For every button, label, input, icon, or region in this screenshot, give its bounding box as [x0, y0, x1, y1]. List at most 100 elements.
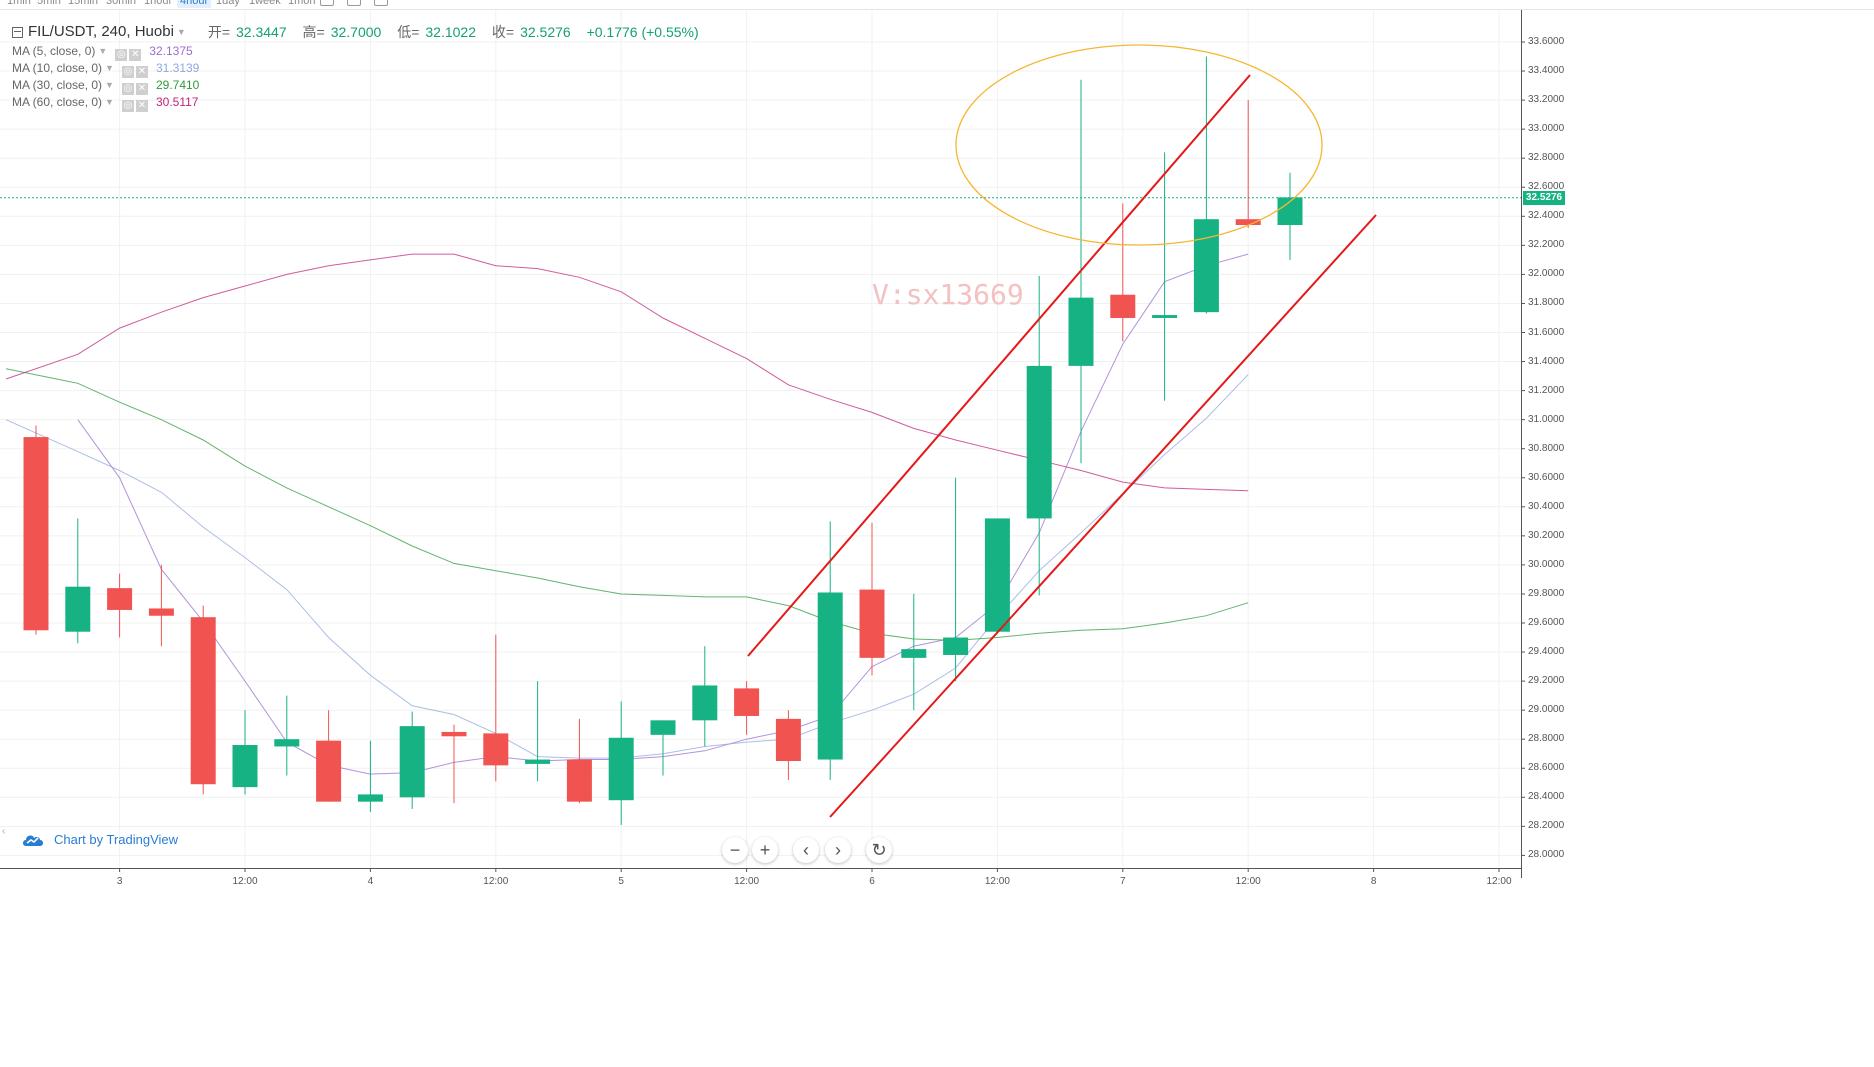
timeframe-1week[interactable]: 1week: [249, 0, 281, 7]
ma-buttons: ◎ ✕: [121, 58, 150, 78]
close-icon[interactable]: ✕: [135, 65, 148, 78]
candle-body: [650, 720, 676, 735]
y-tick-label: 29.6000: [1528, 617, 1565, 628]
timeframe-1hour[interactable]: 1hour: [144, 0, 173, 7]
x-tick-label: 12:00: [984, 876, 1010, 887]
candle-body: [23, 437, 49, 631]
ma-legend-row[interactable]: MA (10, close, 0) ▼ ◎ ✕ 31.3139: [12, 58, 705, 78]
y-tick-label: 33.6000: [1528, 36, 1565, 47]
price-chart[interactable]: [0, 10, 1874, 1067]
candle-body: [859, 589, 885, 658]
candle-body: [817, 592, 843, 760]
timeframe-15min[interactable]: 15min: [68, 0, 98, 7]
candle-body: [399, 726, 425, 798]
eye-icon[interactable]: ◎: [121, 65, 134, 78]
y-tick-label: 28.4000: [1528, 791, 1565, 803]
compare-icon[interactable]: [374, 0, 388, 6]
candle-body: [1193, 219, 1219, 313]
x-tick-label: 12:00: [1235, 876, 1261, 887]
ma-label: MA (10, close, 0): [12, 60, 103, 75]
chevron-down-icon[interactable]: ▼: [105, 79, 114, 90]
chevron-down-icon[interactable]: ▼: [176, 27, 186, 37]
scroll-left-icon[interactable]: ‹: [2, 826, 6, 837]
y-tick-label: 32.2000: [1528, 239, 1565, 251]
tradingview-brand[interactable]: Chart by TradingView: [22, 832, 178, 847]
candle-body: [566, 759, 592, 802]
eye-icon[interactable]: ◎: [121, 99, 134, 112]
timeframe-30min[interactable]: 30min: [106, 0, 136, 7]
brand-label: Chart by TradingView: [54, 832, 179, 847]
candle-body: [775, 718, 801, 761]
ma-value: 30.5117: [155, 94, 199, 109]
close-icon[interactable]: ✕: [135, 82, 148, 95]
close-icon[interactable]: ✕: [129, 48, 142, 61]
zoom-in-button[interactable]: +: [752, 837, 778, 863]
y-tick-label: 31.8000: [1528, 297, 1565, 309]
candle-body: [692, 685, 718, 721]
y-tick-label: 32.6000: [1528, 181, 1565, 193]
y-tick-label: 30.2000: [1528, 529, 1565, 541]
candle-body: [357, 794, 383, 802]
high-label: 高=: [302, 24, 325, 40]
x-tick-label: 3: [116, 876, 123, 887]
close-label: 收=: [491, 24, 515, 40]
candle-body: [1152, 315, 1178, 318]
axes: [0, 10, 1525, 878]
close-value: 32.5276: [520, 24, 571, 40]
candle-body: [441, 731, 467, 737]
candle-body: [65, 586, 91, 632]
y-tick-label: 32.0000: [1528, 268, 1565, 280]
cloud-icon: [23, 835, 43, 846]
zoom-out-button[interactable]: −: [722, 837, 748, 863]
chevron-down-icon[interactable]: ▼: [105, 62, 114, 73]
ma-buttons: ◎ ✕: [121, 75, 150, 95]
last-price-tag: 32.5276: [1523, 190, 1565, 205]
y-tick-label: 29.4000: [1528, 646, 1565, 658]
y-tick-label: 30.0000: [1528, 558, 1565, 570]
indicators-icon[interactable]: [347, 0, 361, 6]
y-tick-label: 29.0000: [1528, 704, 1565, 716]
timeframe-4hour[interactable]: 4hour: [177, 0, 212, 8]
ma-value: 29.7410: [155, 77, 200, 92]
eye-icon[interactable]: ◎: [121, 82, 134, 95]
timeframe-1day[interactable]: 1day: [216, 0, 240, 7]
candle-body: [734, 688, 760, 716]
scroll-right-button[interactable]: ›: [825, 837, 851, 863]
chevron-down-icon[interactable]: ▼: [105, 96, 114, 107]
y-tick-label: 31.2000: [1528, 384, 1565, 396]
watermark-text: V:sx13669: [872, 278, 1024, 311]
y-tick-label: 31.6000: [1528, 326, 1565, 338]
ma-legend-row[interactable]: MA (30, close, 0) ▼ ◎ ✕ 29.7410: [12, 75, 705, 95]
y-tick-label: 30.4000: [1528, 500, 1565, 512]
candle-body: [232, 745, 258, 788]
ma-legend-row[interactable]: MA (5, close, 0) ▼ ◎ ✕ 32.1375: [12, 42, 705, 61]
candle-body: [984, 518, 1010, 632]
reset-button[interactable]: ↻: [866, 837, 892, 863]
candle-body: [901, 649, 927, 658]
timeframe-1min[interactable]: 1min: [7, 0, 31, 7]
open-value: 32.3447: [236, 24, 287, 40]
candle-body: [1068, 297, 1094, 366]
highlight-ellipse: [955, 44, 1323, 246]
low-label: 低=: [397, 24, 420, 40]
chart-type-icon[interactable]: [320, 0, 334, 6]
y-tick-label: 30.8000: [1528, 442, 1565, 454]
collapse-icon[interactable]: [12, 26, 23, 38]
y-tick-label: 28.8000: [1528, 733, 1565, 745]
eye-icon[interactable]: ◎: [115, 48, 128, 61]
x-tick-label: 6: [869, 876, 875, 887]
close-icon[interactable]: ✕: [135, 99, 148, 112]
x-tick-label: 12:00: [1486, 876, 1512, 887]
chevron-down-icon[interactable]: ▼: [98, 45, 108, 56]
symbol-title[interactable]: FIL/USDT, 240, Huobi: [28, 23, 174, 40]
candle-body: [525, 759, 551, 764]
change-value: +0.1776 (+0.55%): [586, 24, 699, 40]
timeframe-1mon[interactable]: 1mon: [288, 0, 316, 7]
y-tick-label: 32.8000: [1528, 152, 1565, 164]
scroll-left-button[interactable]: ‹: [793, 837, 819, 863]
ma-legend-row[interactable]: MA (60, close, 0) ▼ ◎ ✕ 30.5117: [12, 93, 705, 112]
x-tick-label: 8: [1370, 876, 1377, 887]
timeframe-5min[interactable]: 5min: [37, 0, 61, 7]
candle-body: [274, 739, 300, 747]
candle-body: [190, 617, 216, 785]
